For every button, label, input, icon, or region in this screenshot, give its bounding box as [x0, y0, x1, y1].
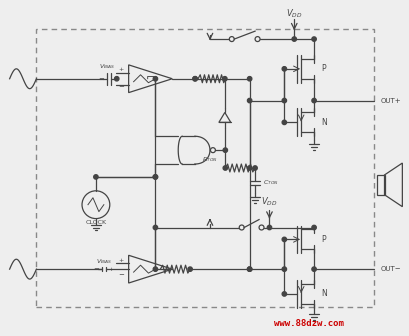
Text: +: +: [108, 267, 114, 272]
Circle shape: [247, 77, 251, 81]
Circle shape: [281, 292, 286, 296]
Text: −: −: [117, 84, 124, 90]
Circle shape: [153, 267, 157, 271]
Bar: [375, 175, 384, 195]
Circle shape: [153, 175, 157, 179]
Text: www.88dzw.com: www.88dzw.com: [274, 319, 343, 328]
Text: $R_{TON}$: $R_{TON}$: [202, 155, 217, 164]
Text: OUT−: OUT−: [380, 266, 400, 272]
Text: N: N: [320, 289, 326, 298]
Text: CLOCK: CLOCK: [85, 220, 106, 225]
Text: $V_{DD}$: $V_{DD}$: [285, 7, 302, 19]
Circle shape: [311, 98, 315, 103]
Text: +: +: [113, 76, 119, 81]
Text: P: P: [321, 235, 326, 244]
Text: N: N: [320, 118, 326, 127]
Circle shape: [114, 77, 119, 81]
Circle shape: [247, 98, 251, 103]
Text: $V_{BIAS}$: $V_{BIAS}$: [99, 62, 115, 71]
Circle shape: [222, 148, 227, 152]
Text: OUT+: OUT+: [380, 97, 400, 103]
Circle shape: [281, 120, 286, 125]
Text: P: P: [321, 64, 326, 73]
Circle shape: [94, 175, 98, 179]
Circle shape: [311, 225, 315, 230]
Circle shape: [247, 267, 251, 271]
Circle shape: [222, 166, 227, 170]
Circle shape: [247, 166, 251, 170]
Circle shape: [291, 37, 296, 41]
Circle shape: [222, 77, 227, 81]
Circle shape: [153, 77, 157, 81]
Circle shape: [153, 175, 157, 179]
Circle shape: [192, 77, 197, 81]
Text: $V_{DD}$: $V_{DD}$: [261, 196, 277, 208]
Text: $C_{TON}$: $C_{TON}$: [262, 178, 278, 187]
Circle shape: [281, 267, 286, 271]
Text: ⌐: ⌐: [146, 74, 155, 84]
Circle shape: [281, 67, 286, 71]
Circle shape: [281, 98, 286, 103]
Circle shape: [267, 225, 271, 230]
Text: −: −: [93, 266, 99, 272]
Circle shape: [187, 267, 192, 271]
Circle shape: [192, 77, 197, 81]
Text: +: +: [118, 67, 123, 72]
Circle shape: [153, 225, 157, 230]
Text: −: −: [117, 272, 124, 278]
Text: −: −: [98, 76, 103, 82]
Circle shape: [252, 166, 256, 170]
Bar: [36, 29, 373, 307]
Circle shape: [311, 37, 315, 41]
Circle shape: [247, 267, 251, 271]
Circle shape: [281, 237, 286, 242]
Text: $V_{BIAS}$: $V_{BIAS}$: [96, 257, 112, 266]
Text: +: +: [118, 258, 123, 263]
Circle shape: [311, 267, 315, 271]
